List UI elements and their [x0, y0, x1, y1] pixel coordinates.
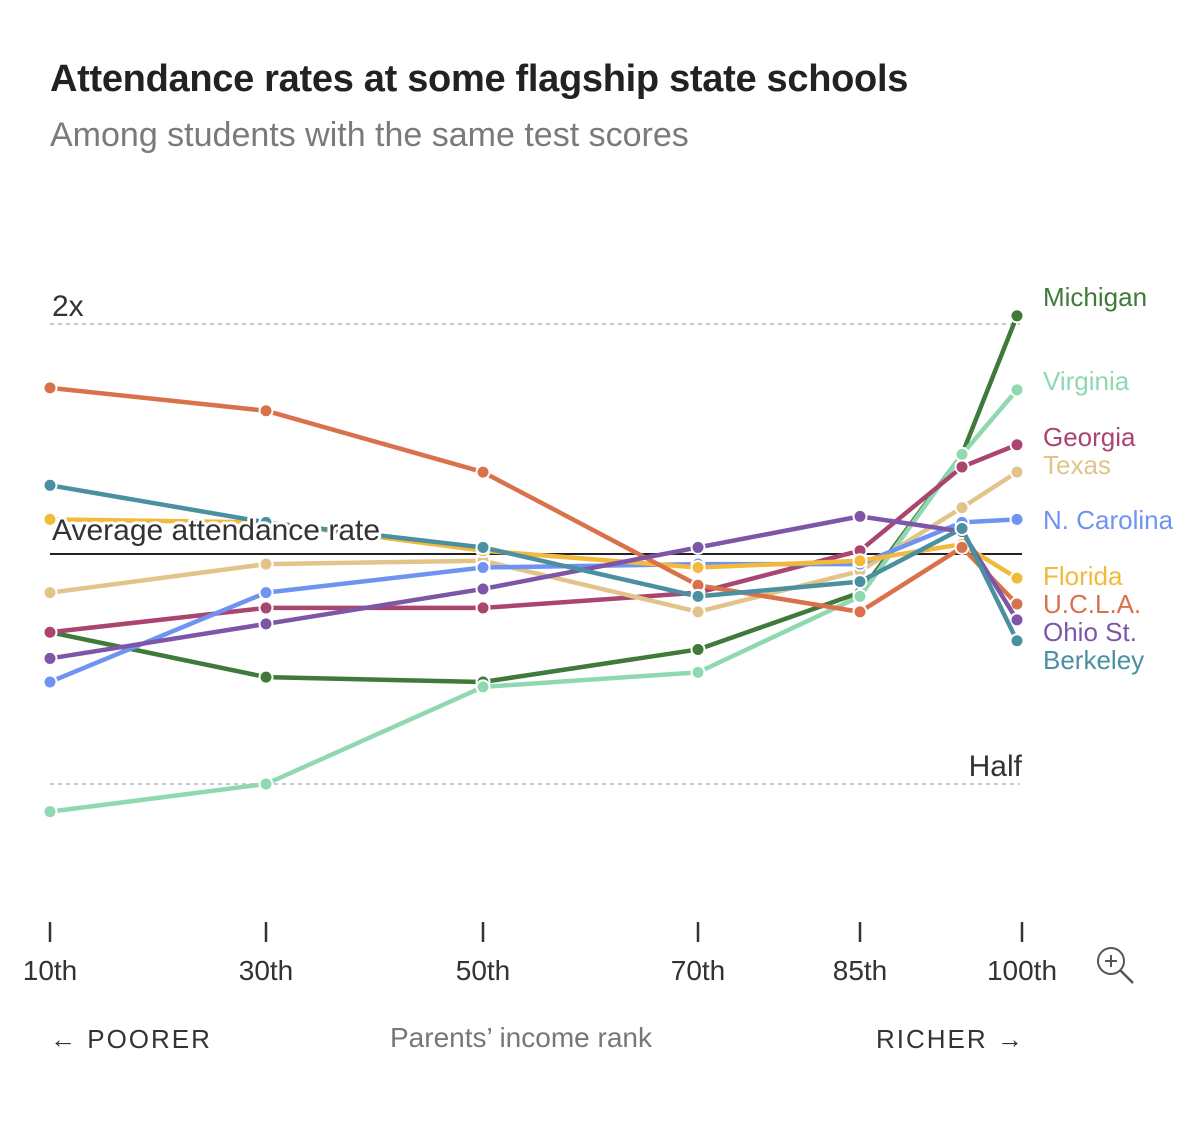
x-tick-label-85th: 85th: [833, 955, 888, 986]
data-point-berkeley-100: [1009, 633, 1025, 649]
zoom-in-icon[interactable]: [1094, 944, 1136, 986]
data-point-ohio-st-85: [852, 508, 868, 524]
data-point-georgia-100: [1009, 437, 1025, 453]
data-point-n-carolina-50: [475, 560, 491, 576]
data-point-ohio-st-10: [42, 650, 58, 666]
data-point-berkeley-10: [42, 477, 58, 493]
x-tick-label-50th: 50th: [456, 955, 511, 986]
series-lines: [42, 308, 1025, 820]
data-point-georgia-30: [258, 600, 274, 616]
series-label-florida: Florida: [1043, 561, 1123, 591]
series-label-virginia: Virginia: [1043, 366, 1130, 396]
x-tick-label-70th: 70th: [671, 955, 726, 986]
data-point-berkeley-50: [475, 539, 491, 555]
series-virginia: [42, 382, 1025, 820]
data-point-florida-10: [42, 511, 58, 527]
reference-label-half: Half: [969, 750, 1023, 783]
series-labels: 2x Average attendance rate Half Michigan Vir…: [49, 282, 1174, 786]
data-point-virginia-10: [42, 804, 58, 820]
x-tick-label-100th: 100th: [987, 955, 1057, 986]
data-point-berkeley-30: [258, 514, 274, 530]
series-label-berkeley: Berkeley: [1043, 645, 1144, 675]
data-point-berkeley-95: [954, 520, 970, 536]
data-point-florida-85: [852, 553, 868, 569]
x-axis-title: Parents’ income rank: [390, 1022, 652, 1053]
series-label-michigan: Michigan: [1043, 282, 1147, 312]
data-point-georgia-50: [475, 600, 491, 616]
data-point-ohio-st-100: [1009, 612, 1025, 628]
data-point-virginia-30: [258, 776, 274, 792]
data-point-georgia-95: [954, 459, 970, 475]
data-point-berkeley-85: [852, 574, 868, 590]
data-point-florida-70: [690, 560, 706, 576]
data-point-texas-10: [42, 585, 58, 601]
data-point-michigan-100: [1009, 308, 1025, 324]
x-tick-label-10th: 10th: [23, 955, 78, 986]
data-point-texas-70: [690, 604, 706, 620]
data-point-berkeley-70: [690, 588, 706, 604]
data-point-u-c-l-a-10: [42, 380, 58, 396]
data-point-texas-100: [1009, 464, 1025, 480]
data-point-michigan-30: [258, 669, 274, 685]
series-label-u-c-l-a: U.C.L.A.: [1043, 589, 1141, 619]
data-point-texas-30: [258, 556, 274, 572]
data-point-n-carolina-10: [42, 674, 58, 690]
reference-label-2x: 2x: [52, 290, 84, 323]
reference-label-average-attendance-rate: Average attendance rate: [52, 514, 380, 547]
data-point-michigan-70: [690, 641, 706, 657]
series-u-c-l-a: [42, 380, 1025, 620]
data-point-virginia-50: [475, 679, 491, 695]
data-point-ohio-st-70: [690, 539, 706, 555]
data-point-ohio-st-30: [258, 616, 274, 632]
series-line-virginia: [47, 387, 1020, 814]
data-point-n-carolina-100: [1009, 511, 1025, 527]
data-point-virginia-95: [954, 446, 970, 462]
data-point-u-c-l-a-100: [1009, 596, 1025, 612]
data-point-virginia-70: [690, 664, 706, 680]
data-point-virginia-85: [852, 588, 868, 604]
data-point-u-c-l-a-30: [258, 403, 274, 419]
data-point-florida-100: [1009, 570, 1025, 586]
series-label-texas: Texas: [1043, 450, 1111, 480]
data-point-u-c-l-a-85: [852, 604, 868, 620]
series-berkeley: [42, 477, 1025, 649]
data-point-n-carolina-30: [258, 585, 274, 601]
poorer-direction-label: ← POORER: [50, 1024, 212, 1054]
data-point-u-c-l-a-50: [475, 464, 491, 480]
data-point-ohio-st-50: [475, 581, 491, 597]
chart-subtitle: Among students with the same test scores: [50, 116, 689, 154]
data-point-texas-95: [954, 500, 970, 516]
richer-direction-label: RICHER →: [876, 1024, 1025, 1054]
chart-title: Attendance rates at some flagship state …: [50, 58, 909, 100]
data-point-georgia-10: [42, 624, 58, 640]
x-axis: 10th 30th 50th 70th 85th 100th: [23, 922, 1057, 986]
series-label-ohio-st: Ohio St.: [1043, 617, 1137, 647]
series-label-georgia: Georgia: [1043, 422, 1136, 452]
series-label-n-carolina: N. Carolina: [1043, 505, 1174, 535]
data-point-virginia-100: [1009, 382, 1025, 398]
x-tick-label-30th: 30th: [239, 955, 294, 986]
data-point-u-c-l-a-95: [954, 539, 970, 555]
